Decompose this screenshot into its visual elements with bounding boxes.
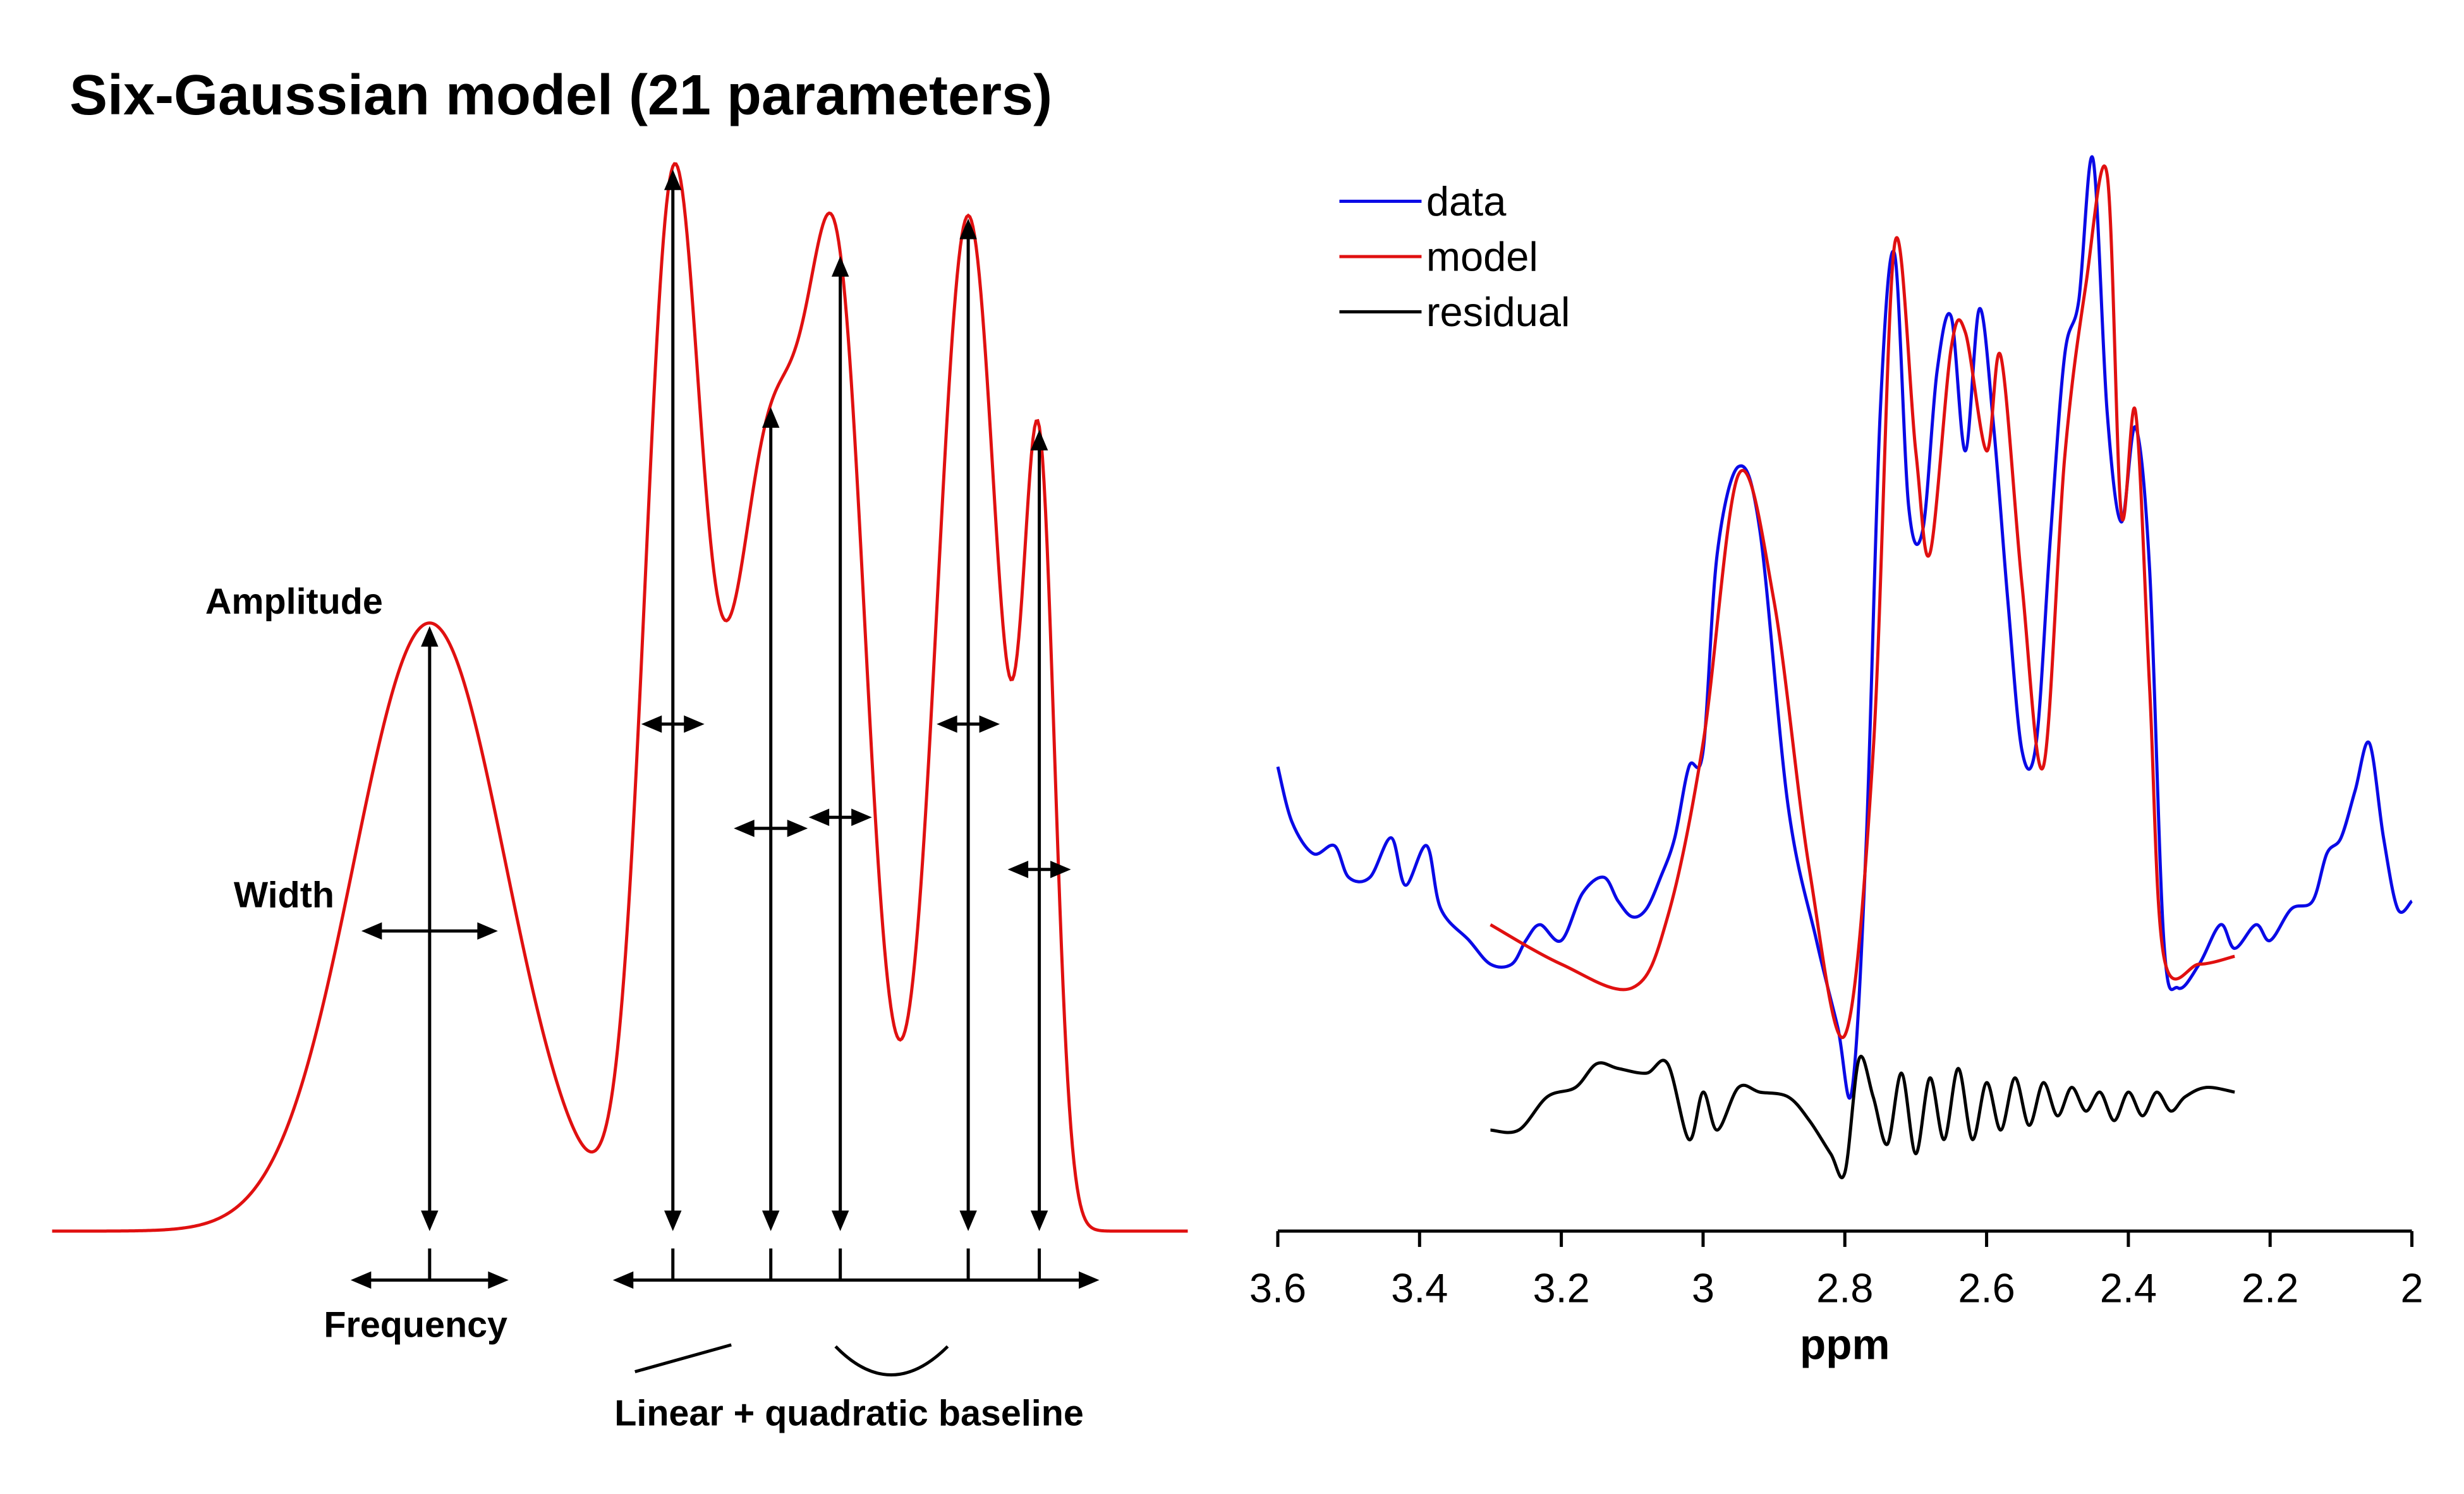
frequency-axis-arrowhead-left (612, 1271, 634, 1289)
width-arrowhead-left-1 (361, 922, 382, 940)
legend: data model residual (1339, 178, 1570, 335)
width-arrowhead-left-3 (734, 819, 755, 837)
schematic-annotations (350, 169, 1100, 1289)
amplitude-arrowhead-top-5 (959, 218, 977, 240)
amplitude-arrowhead-top-6 (1030, 430, 1048, 451)
schematic-panel: Amplitude Width Frequency Linear + quadr… (52, 162, 1188, 1433)
amplitude-label: Amplitude (205, 581, 383, 622)
x-tick-label-2: 3.2 (1532, 1265, 1589, 1311)
width-arrowhead-right-4 (851, 808, 872, 826)
amplitude-arrowhead-bottom-2 (664, 1210, 682, 1232)
schematic-model-curve (52, 162, 1188, 1233)
width-arrowhead-left-2 (641, 715, 662, 733)
frequency-arrowhead-left (350, 1271, 372, 1289)
frequency-axis-arrowhead-right (1079, 1271, 1100, 1289)
amplitude-arrowhead-top-1 (421, 626, 439, 647)
quadratic-baseline-glyph (834, 1345, 949, 1376)
amplitude-arrowhead-top-3 (762, 407, 780, 428)
figure-title: Six-Gaussian model (21 parameters) (70, 64, 1052, 127)
width-arrowhead-left-4 (808, 808, 830, 826)
residual-series-line (1490, 1055, 2235, 1179)
width-arrowhead-left-6 (1007, 860, 1029, 878)
frequency-label: Frequency (324, 1305, 507, 1345)
legend-label-model: model (1426, 233, 1538, 279)
amplitude-arrowhead-bottom-6 (1030, 1210, 1048, 1232)
x-tick-label-1: 3.4 (1391, 1265, 1448, 1311)
amplitude-arrowhead-bottom-1 (421, 1210, 439, 1232)
frequency-arrowhead-right (488, 1271, 509, 1289)
baseline-label: Linear + quadratic baseline (614, 1393, 1084, 1433)
width-arrowhead-right-3 (787, 819, 808, 837)
width-label: Width (234, 875, 334, 916)
spectrum-panel: 3.6 3.4 3.2 3 2.8 2.6 2.4 2.2 2 ppm data model r… (1249, 155, 2424, 1369)
x-tick-label-4: 2.8 (1816, 1265, 1873, 1311)
amplitude-arrowhead-bottom-4 (831, 1210, 849, 1232)
amplitude-arrowhead-top-4 (831, 256, 849, 277)
linear-baseline-glyph (634, 1343, 732, 1373)
x-axis-ticks: 3.6 3.4 3.2 3 2.8 2.6 2.4 2.2 2 (1249, 1231, 2424, 1311)
x-tick-label-3: 3 (1692, 1265, 1714, 1311)
x-tick-label-0: 3.6 (1249, 1265, 1306, 1311)
amplitude-arrowhead-bottom-3 (762, 1210, 780, 1232)
width-arrowhead-right-2 (684, 715, 705, 733)
x-tick-label-5: 2.6 (1958, 1265, 2015, 1311)
legend-label-residual: residual (1426, 289, 1570, 335)
amplitude-arrowhead-bottom-5 (959, 1210, 977, 1232)
width-arrowhead-right-6 (1050, 860, 1071, 878)
x-tick-label-6: 2.4 (2100, 1265, 2157, 1311)
width-arrowhead-left-5 (937, 715, 957, 733)
x-tick-label-7: 2.2 (2242, 1265, 2298, 1311)
amplitude-arrowhead-top-2 (664, 169, 682, 190)
x-axis-label: ppm (1800, 1321, 1890, 1369)
legend-label-data: data (1426, 178, 1507, 224)
x-tick-label-8: 2 (2400, 1265, 2423, 1311)
model-series-line (1490, 164, 2235, 1039)
width-arrowhead-right-1 (477, 922, 498, 940)
data-series-line (1276, 155, 2413, 1100)
width-arrowhead-right-5 (979, 715, 1000, 733)
